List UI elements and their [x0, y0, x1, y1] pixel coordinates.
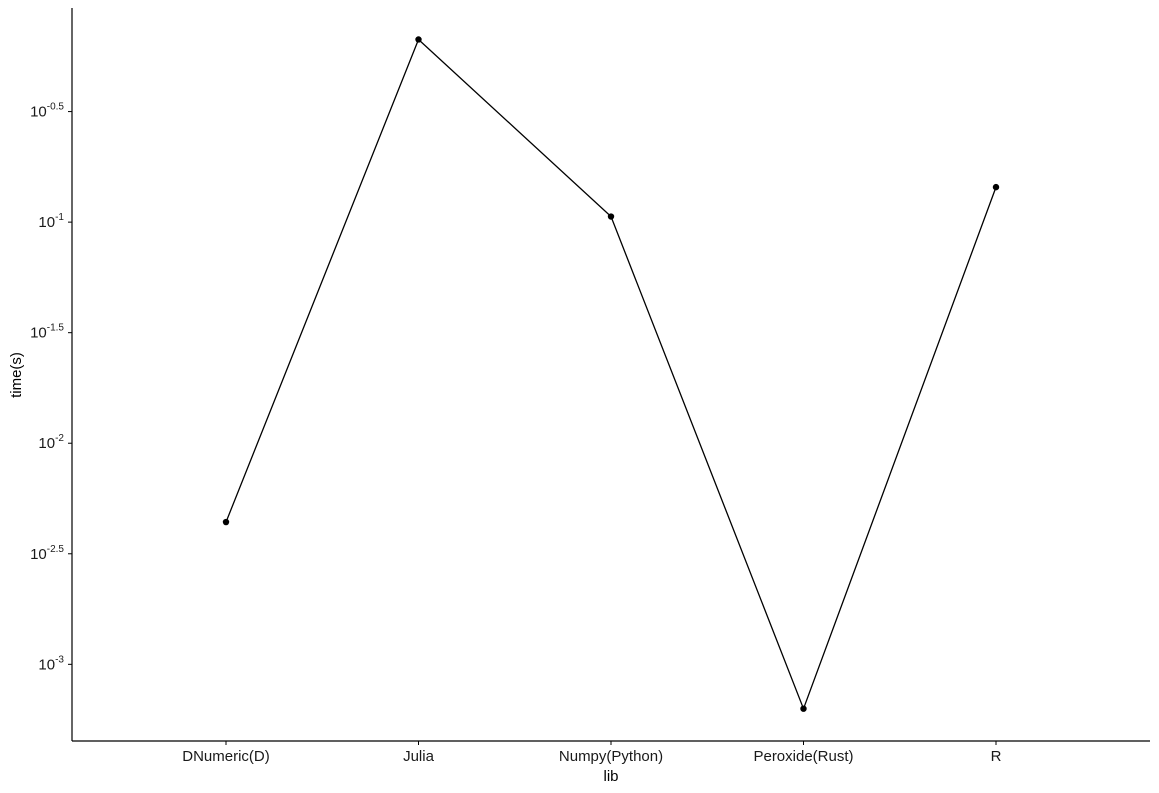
x-tick-label: Numpy(Python)	[559, 748, 663, 765]
x-axis-title: lib	[603, 768, 618, 785]
x-axis: DNumeric(D) Julia Numpy(Python) Peroxide(Ru…	[72, 740, 1150, 765]
series-layer	[222, 36, 1000, 712]
y-tick-label: 10-0.5	[30, 102, 64, 121]
y-tick-label: 10-2	[38, 433, 64, 452]
data-point	[222, 518, 230, 526]
y-tick-label: 10-1	[38, 212, 64, 231]
data-point	[800, 705, 807, 712]
y-axis: 10-0.5 10-1 10-1.5 10-2 10-2.5 10-3	[30, 8, 73, 741]
x-tick-label: DNumeric(D)	[182, 748, 270, 765]
series-line	[225, 38, 997, 711]
x-tick-label: Peroxide(Rust)	[753, 748, 853, 765]
data-point	[992, 183, 1000, 191]
data-point	[607, 213, 615, 220]
y-tick-label: 10-1.5	[30, 323, 64, 342]
y-tick-label: 10-2.5	[30, 544, 64, 563]
y-axis-title: time(s)	[8, 352, 25, 398]
y-tick-label: 10-3	[38, 654, 64, 673]
x-tick-label: R	[991, 748, 1002, 765]
x-tick-label: Julia	[403, 748, 435, 765]
data-point	[415, 36, 422, 43]
